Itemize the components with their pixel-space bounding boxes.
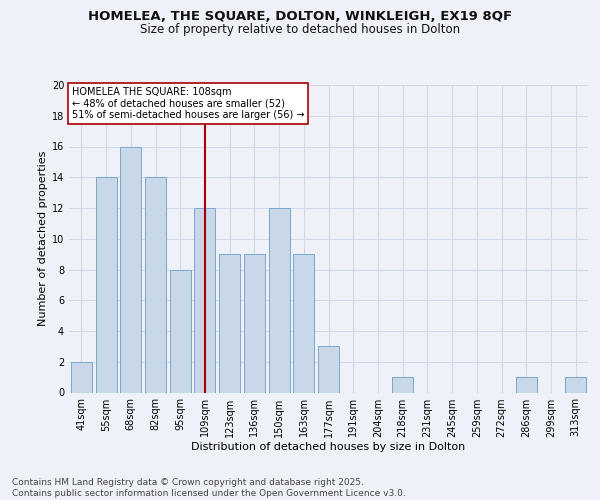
Bar xyxy=(219,254,240,392)
Bar xyxy=(269,208,290,392)
Text: Size of property relative to detached houses in Dolton: Size of property relative to detached ho… xyxy=(140,22,460,36)
Bar xyxy=(293,254,314,392)
Bar xyxy=(95,178,116,392)
Text: HOMELEA THE SQUARE: 108sqm
← 48% of detached houses are smaller (52)
51% of semi: HOMELEA THE SQUARE: 108sqm ← 48% of deta… xyxy=(71,86,304,120)
Text: Contains HM Land Registry data © Crown copyright and database right 2025.
Contai: Contains HM Land Registry data © Crown c… xyxy=(12,478,406,498)
Y-axis label: Number of detached properties: Number of detached properties xyxy=(38,151,47,326)
Bar xyxy=(244,254,265,392)
Text: HOMELEA, THE SQUARE, DOLTON, WINKLEIGH, EX19 8QF: HOMELEA, THE SQUARE, DOLTON, WINKLEIGH, … xyxy=(88,10,512,23)
Bar xyxy=(565,377,586,392)
Bar xyxy=(392,377,413,392)
Bar xyxy=(194,208,215,392)
X-axis label: Distribution of detached houses by size in Dolton: Distribution of detached houses by size … xyxy=(191,442,466,452)
Bar xyxy=(318,346,339,393)
Bar xyxy=(145,178,166,392)
Bar xyxy=(516,377,537,392)
Bar xyxy=(170,270,191,392)
Bar xyxy=(120,146,141,392)
Bar xyxy=(71,362,92,392)
